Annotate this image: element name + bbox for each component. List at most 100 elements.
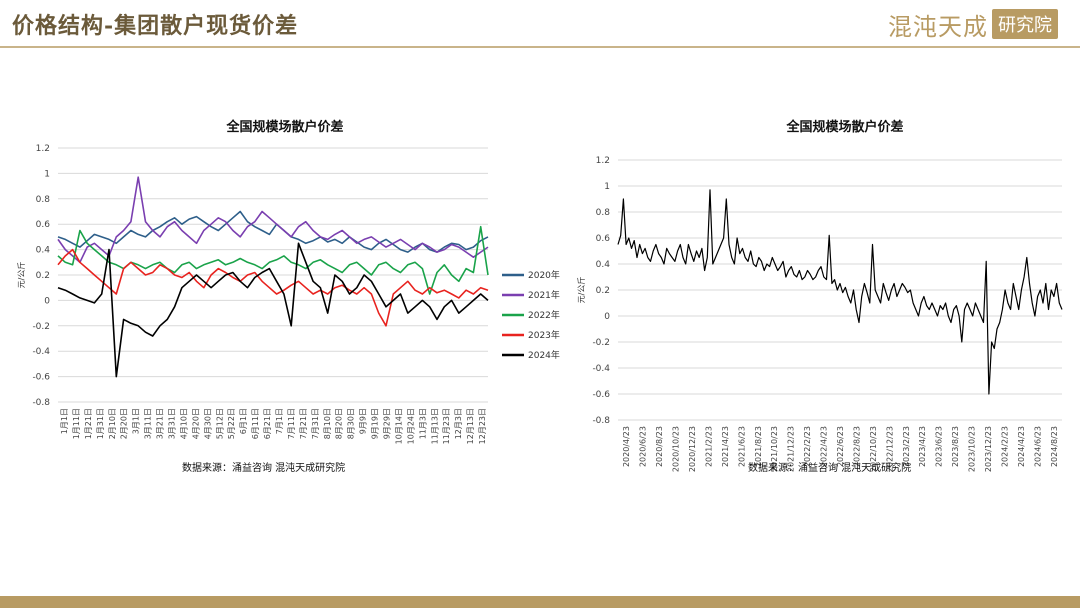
left-x-tick-label: 4月10日: [179, 408, 188, 439]
left-series-line-2023年: [57, 248, 489, 327]
right-y-tick-label: 0.2: [596, 286, 610, 296]
header-divider: [0, 46, 1080, 48]
right-x-tick-label: 2024/2/23: [1000, 426, 1009, 467]
right-y-tick-label: 0: [604, 312, 610, 322]
left-x-tick-label: 3月31日: [167, 408, 176, 439]
right-x-tick-label: 2023/8/23: [951, 426, 960, 467]
right-x-tick-label: 2021/10/23: [770, 426, 779, 472]
right-y-tick-label: -0.6: [592, 390, 610, 400]
right-x-tick-label: 2023/12/23: [984, 426, 993, 472]
right-x-tick-label: 2022/12/23: [885, 426, 894, 472]
left-x-tick-label: 11月23日: [442, 408, 451, 444]
left-series-line-2024年: [57, 242, 489, 378]
left-x-tick-label: 8月10日: [323, 408, 332, 439]
right-chart-svg: -0.8 -0.6 -0.4 -0.2 0 0.2 0.4 0.6 0.8 1 1.2 元/公斤 202…: [576, 156, 1063, 472]
left-x-tick-label: 11月13日: [430, 408, 439, 444]
left-x-tick-label: 1月21日: [84, 408, 93, 439]
left-x-tick-label: 8月20日: [335, 408, 344, 439]
right-x-tick-label: 2020/6/23: [639, 426, 648, 467]
left-y-tick-label: 1.2: [36, 144, 50, 154]
left-y-tick-label: -0.6: [32, 373, 50, 383]
left-x-tick-label: 3月11日: [144, 408, 153, 439]
right-x-tick-label: 2021/4/23: [721, 426, 730, 467]
left-y-tick-label: 0.4: [36, 246, 51, 256]
left-x-tick-label: 7月31日: [311, 408, 320, 439]
right-y-tick-label: 1.2: [596, 156, 610, 166]
right-x-tick-label: 2024/8/23: [1050, 426, 1059, 467]
logo: 混沌天成 研究院: [888, 6, 1058, 42]
left-x-tick-label: 1月11日: [72, 408, 81, 439]
right-x-tick-label: 2020/8/23: [655, 426, 664, 467]
right-x-tick-label: 2022/10/23: [869, 426, 878, 472]
left-x-tick-label: 1月1日: [60, 408, 69, 434]
left-y-tick-label: 0: [44, 296, 50, 306]
left-y-tick-label: 0.8: [36, 195, 51, 205]
right-y-tick-label: 0.4: [596, 260, 611, 270]
left-x-tick-label: 6月11日: [251, 408, 260, 439]
right-x-tick-label: 2023/10/23: [968, 426, 977, 472]
right-x-tick-label: 2023/4/23: [918, 426, 927, 467]
legend-label: 2023年: [528, 329, 560, 341]
right-chart-source: 数据来源：涌益咨询 混沌天成研究院: [748, 463, 912, 474]
left-x-tick-label: 5月22日: [227, 408, 236, 439]
right-x-tick-label: 2022/8/23: [852, 426, 861, 467]
left-chart-panel: 全国规模场散户价差 -0.8 -0.6 -0.4 -0.2 0 0.2 0.4 0.6 0.8 1…: [0, 100, 560, 480]
right-y-tick-label: 1: [604, 182, 610, 192]
right-x-tick-label: 2021/12/23: [787, 426, 796, 472]
right-x-tick-label: 2020/12/23: [688, 426, 697, 472]
legend-label: 2021年: [528, 289, 560, 301]
right-y-tick-label: 0.8: [596, 208, 611, 218]
right-x-tick-label: 2022/6/23: [836, 426, 845, 467]
left-chart-svg: -0.8 -0.6 -0.4 -0.2 0 0.2 0.4 0.6 0.8 1 1.2 元/公斤 1月1…: [16, 144, 560, 444]
left-x-tick-label: 11月3日: [418, 408, 427, 439]
left-y-tick-label: -0.4: [32, 347, 50, 357]
right-series-line-main: [617, 189, 1063, 395]
left-x-tick-label: 9月9日: [359, 408, 368, 434]
left-x-tick-label: 9月29日: [382, 408, 391, 439]
left-x-tick-label: 7月1日: [275, 408, 284, 434]
left-x-tick-label: 9月19日: [371, 408, 380, 439]
right-x-tick-label: 2022/4/23: [820, 426, 829, 467]
legend-label: 2024年: [528, 349, 560, 361]
left-chart-title: 全国规模场散户价差: [226, 120, 344, 135]
left-y-axis-label: 元/公斤: [16, 262, 26, 289]
legend-label: 2022年: [528, 309, 560, 321]
left-x-tick-label: 12月13日: [466, 408, 475, 444]
right-x-tick-label: 2024/4/23: [1017, 426, 1026, 467]
left-x-tick-label: 7月21日: [299, 408, 308, 439]
right-x-tick-label: 2024/6/23: [1033, 426, 1042, 467]
left-x-tick-label: 1月31日: [96, 408, 105, 439]
right-x-tick-label: 2023/2/23: [902, 426, 911, 467]
page-title: 价格结构-集团散户现货价差: [12, 13, 299, 39]
footer-bar: [0, 596, 1080, 608]
logo-main-text: 混沌天成: [888, 12, 988, 41]
right-x-tick-label: 2023/6/23: [935, 426, 944, 467]
left-x-tick-label: 2月20日: [120, 408, 129, 439]
left-y-tick-label: 0.6: [36, 220, 51, 230]
header: 价格结构-集团散户现货价差 混沌天成 研究院: [0, 0, 1080, 48]
left-x-tick-label: 3月21日: [156, 408, 165, 439]
left-x-tick-label: 5月12日: [215, 408, 224, 439]
left-x-tick-label: 6月21日: [263, 408, 272, 439]
left-x-tick-label: 2月10日: [108, 408, 117, 439]
left-x-tick-label: 7月11日: [287, 408, 296, 439]
right-x-tick-label: 2021/6/23: [737, 426, 746, 467]
right-y-axis-label: 元/公斤: [576, 277, 586, 304]
left-x-tick-label: 10月14日: [394, 408, 403, 444]
right-chart-panel: 全国规模场散户价差 -0.8 -0.6 -0.4 -0.2 0 0.2 0.4 0.6 0.8 1…: [560, 100, 1080, 480]
left-chart-source: 数据来源：涌益咨询 混沌天成研究院: [182, 463, 346, 474]
legend-label: 2020年: [528, 269, 560, 281]
left-series-line-2022年: [57, 225, 489, 295]
right-y-tick-label: -0.2: [592, 338, 610, 348]
left-x-tick-label: 10月24日: [406, 408, 415, 444]
right-y-tick-label: 0.6: [596, 234, 611, 244]
right-x-tick-label: 2022/2/23: [803, 426, 812, 467]
left-x-tick-label: 4月30日: [203, 408, 212, 439]
left-x-tick-label: 4月20日: [191, 408, 200, 439]
left-y-tick-label: 1: [44, 169, 50, 179]
left-y-tick-label: -0.8: [32, 398, 50, 408]
left-y-tick-label: -0.2: [32, 322, 50, 332]
left-x-tick-label: 3月1日: [132, 408, 141, 434]
left-y-tick-label: 0.2: [36, 271, 50, 281]
right-x-tick-label: 2020/4/23: [622, 426, 631, 467]
